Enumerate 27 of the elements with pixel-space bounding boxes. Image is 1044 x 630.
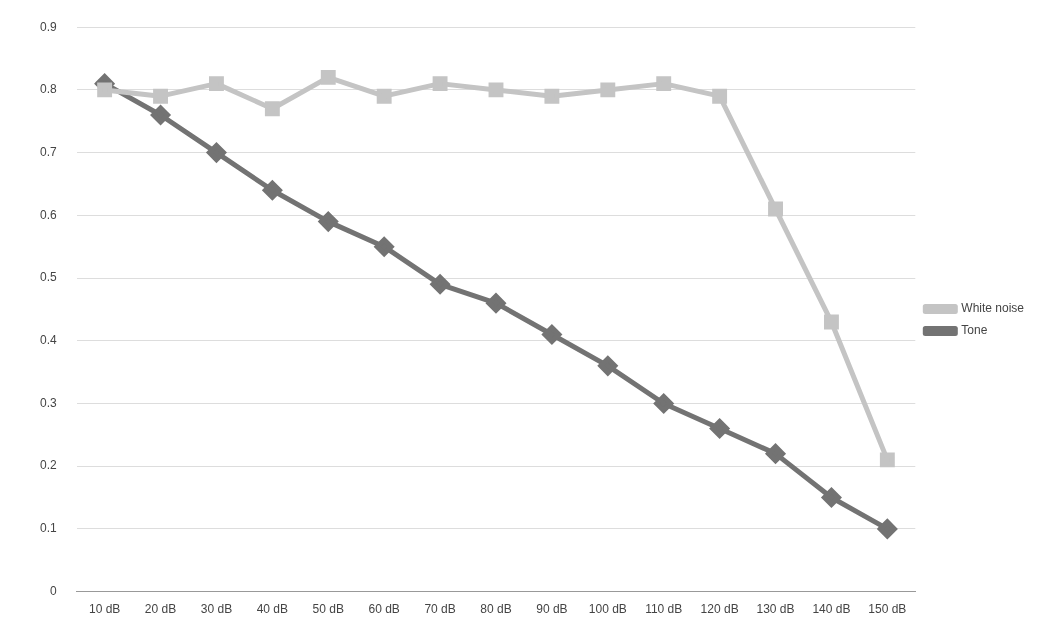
y-tick-label: 0.9 (39, 19, 57, 34)
x-tick-label: 30 dB (200, 602, 233, 617)
x-tick-label: 130 dB (756, 602, 795, 617)
y-tick-label: 0.5 (39, 270, 57, 285)
x-tick-label: 90 dB (536, 602, 568, 617)
x-tick-label: 140 dB (812, 602, 851, 617)
x-tick-label: 20 dB (144, 602, 177, 617)
x-tick-label: 150 dB (868, 602, 907, 617)
x-tick-label: 70 dB (424, 602, 456, 617)
y-tick-label: 0.8 (39, 82, 57, 97)
y-tick-label: 0.6 (39, 207, 57, 222)
x-tick-label: 10 dB (88, 602, 121, 617)
x-tick-label: 50 dB (312, 602, 344, 617)
x-tick-label: 120 dB (700, 602, 739, 617)
x-tick-label: 100 dB (588, 602, 627, 617)
y-tick-label: 0.3 (39, 395, 57, 410)
y-tick-label: 0.2 (39, 458, 57, 473)
y-tick-label: 0.7 (39, 144, 57, 159)
legend-label: Tone (961, 323, 988, 338)
legend-label: White noise (961, 301, 1025, 316)
x-tick-label: 80 dB (480, 602, 512, 617)
y-tick-label: 0 (49, 583, 57, 598)
x-tick-label: 110 dB (645, 602, 683, 617)
x-tick-label: 40 dB (256, 602, 289, 617)
y-tick-label: 0.4 (39, 333, 57, 348)
y-tick-label: 0.1 (39, 521, 57, 536)
x-tick-label: 60 dB (368, 602, 400, 617)
